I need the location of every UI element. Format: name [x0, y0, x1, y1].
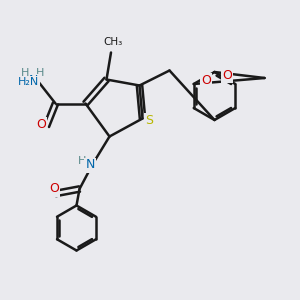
Text: H: H	[36, 68, 45, 79]
Text: CH₃: CH₃	[103, 37, 122, 47]
Text: N: N	[85, 158, 95, 172]
Text: S: S	[145, 113, 153, 127]
Text: N: N	[29, 74, 38, 88]
Text: O: O	[36, 118, 46, 131]
Text: O: O	[201, 74, 211, 87]
Text: H: H	[20, 68, 29, 79]
Text: H₂N: H₂N	[18, 76, 39, 87]
Text: O: O	[49, 182, 59, 196]
Text: H: H	[77, 155, 86, 166]
Text: O: O	[222, 69, 232, 82]
